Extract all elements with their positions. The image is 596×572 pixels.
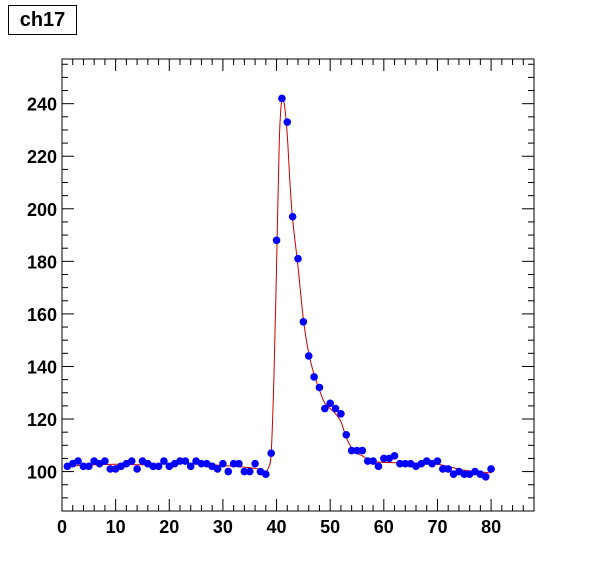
data-point (294, 254, 302, 263)
x-tick-label: 20 (159, 517, 179, 537)
data-point (224, 467, 233, 476)
data-point (85, 462, 93, 471)
data-point (101, 457, 109, 465)
data-point (251, 459, 259, 468)
data-point (401, 459, 410, 468)
data-point (245, 467, 254, 476)
data-point (342, 430, 351, 439)
data-point (390, 452, 399, 460)
data-point (160, 457, 168, 465)
data-point (433, 457, 442, 465)
data-point (278, 94, 286, 103)
data-point (353, 446, 361, 455)
data-point (310, 373, 318, 381)
data-point (304, 352, 313, 360)
y-tick-label: 100 (27, 463, 57, 483)
y-tick-label: 180 (27, 252, 57, 272)
data-point (127, 457, 136, 465)
y-tick-label: 120 (27, 410, 57, 430)
data-point (229, 459, 238, 468)
y-tick-label: 240 (27, 95, 57, 115)
x-tick-label: 10 (106, 517, 126, 537)
y-tick-label: 200 (27, 200, 57, 220)
data-point (396, 459, 404, 468)
x-tick-label: 30 (213, 517, 233, 537)
data-point (337, 409, 345, 418)
data-point (272, 236, 281, 245)
data-point (240, 467, 249, 476)
data-point (283, 118, 292, 126)
plot-frame (61, 58, 535, 512)
x-tick-label: 70 (427, 517, 447, 537)
data-point (326, 399, 334, 408)
fit-curve (67, 95, 492, 474)
data-point (262, 470, 270, 479)
x-tick-label: 50 (320, 517, 340, 537)
data-point (149, 462, 157, 471)
data-point (487, 465, 495, 473)
y-tick-label: 160 (27, 305, 57, 325)
data-point (363, 457, 372, 465)
data-points (63, 94, 495, 481)
y-tick-label: 140 (27, 357, 57, 377)
x-tick-label: 60 (374, 517, 394, 537)
data-point (315, 383, 324, 392)
chart-title: ch17 (8, 5, 77, 35)
data-point (481, 473, 490, 481)
data-point (197, 459, 206, 468)
data-point (299, 317, 308, 326)
x-tick-label: 40 (267, 517, 287, 537)
data-point (347, 446, 356, 455)
y-tick-label: 220 (27, 147, 57, 167)
axes: 0 10 20 30 40 50 60 70 80 100 120 140 160 180 200 220 24… (27, 59, 535, 537)
data-point (331, 404, 340, 413)
data-point (288, 212, 297, 221)
data-point (358, 446, 367, 455)
x-tick-label: 0 (57, 517, 67, 537)
data-point (213, 465, 222, 473)
data-point (219, 459, 227, 468)
data-point (106, 465, 115, 473)
data-point (181, 457, 190, 465)
data-point (460, 470, 469, 479)
data-point (79, 462, 88, 471)
data-point (439, 465, 447, 473)
data-point (321, 404, 329, 413)
data-point (74, 457, 82, 465)
data-point (154, 462, 163, 471)
data-point (186, 462, 195, 471)
data-point (444, 465, 452, 473)
data-point (235, 459, 243, 468)
data-point (176, 457, 184, 465)
data-point (267, 449, 275, 457)
x-tick-label: 80 (481, 517, 501, 537)
data-point (374, 462, 383, 471)
data-point (133, 465, 141, 473)
data-point (380, 454, 388, 463)
data-point (369, 457, 377, 465)
